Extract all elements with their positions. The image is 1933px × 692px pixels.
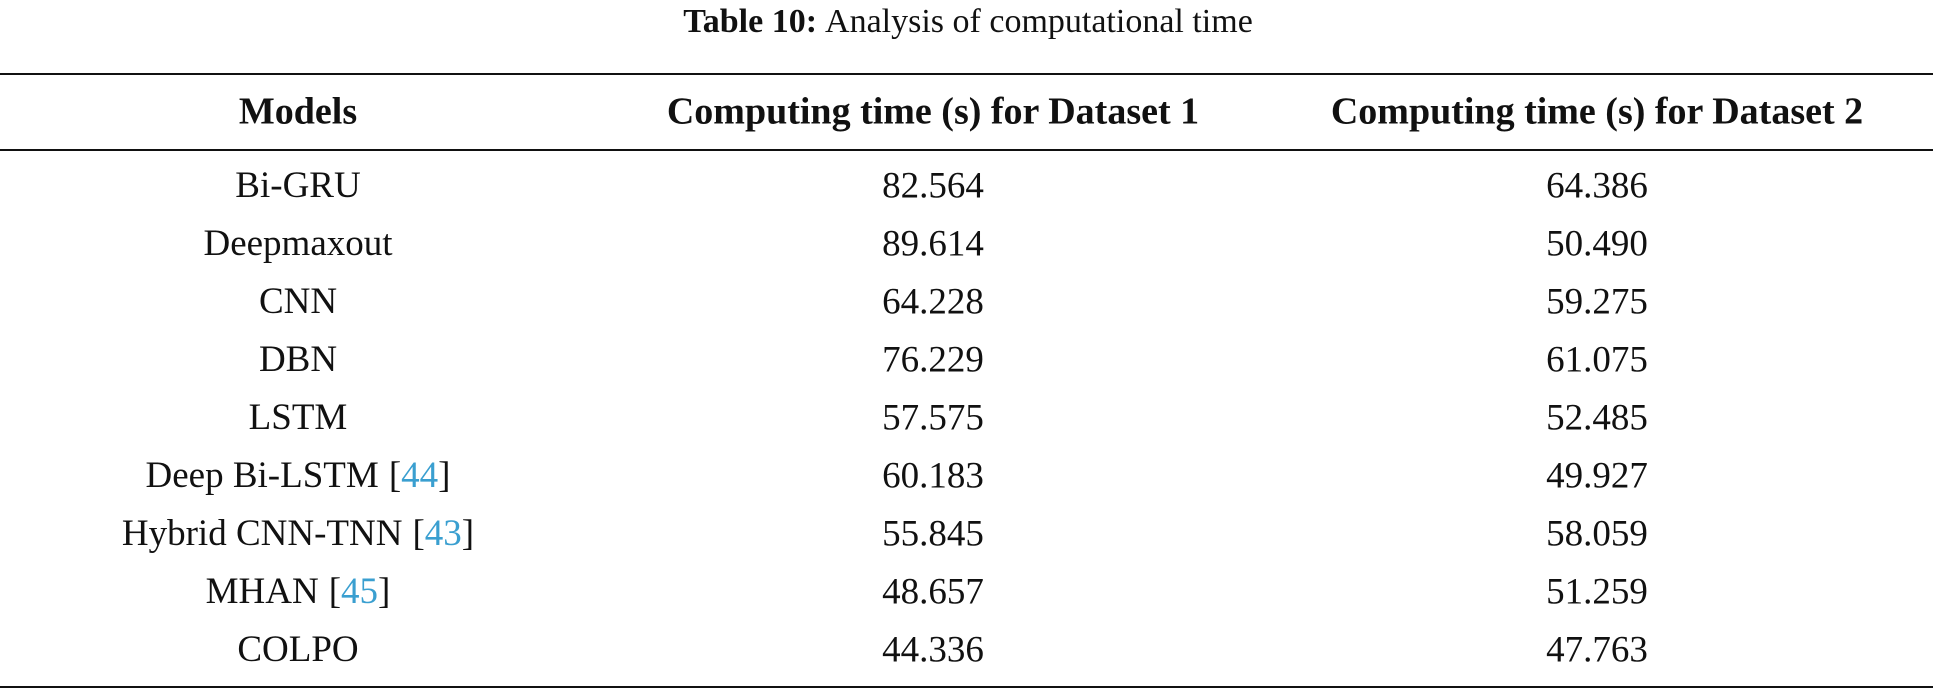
citation-bracket: [ — [329, 571, 341, 612]
citation-bracket: ] — [462, 513, 474, 554]
dataset1-cell: 44.336 — [882, 629, 984, 670]
model-name: Hybrid CNN-TNN — [122, 513, 403, 554]
dataset1-cell: 48.657 — [882, 571, 984, 612]
dataset1-cell: 89.614 — [882, 223, 984, 264]
model-cell: Deepmaxout — [203, 223, 393, 264]
model-cell: Deep Bi-LSTM [44] — [146, 455, 451, 496]
column-header: Computing time (s) for Dataset 2 — [1331, 91, 1863, 133]
dataset2-cell: 52.485 — [1546, 397, 1648, 438]
model-name: DBN — [259, 339, 337, 380]
citation-bracket: [ — [412, 513, 424, 554]
citation-number: 44 — [401, 455, 438, 496]
model-name: Deepmaxout — [203, 223, 393, 264]
dataset1-cell: 76.229 — [882, 339, 984, 380]
dataset2-cell: 61.075 — [1546, 339, 1648, 380]
dataset2-cell: 50.490 — [1546, 223, 1648, 264]
dataset2-cell: 49.927 — [1546, 455, 1648, 496]
caption-text: Analysis of computational time — [825, 3, 1253, 40]
model-name: Bi-GRU — [235, 165, 360, 206]
dataset2-cell: 59.275 — [1546, 281, 1648, 322]
dataset2-cell: 47.763 — [1546, 629, 1648, 670]
model-cell: Hybrid CNN-TNN [43] — [122, 513, 474, 554]
dataset1-cell: 64.228 — [882, 281, 984, 322]
model-name: MHAN — [206, 571, 319, 612]
citation-bracket: ] — [378, 571, 390, 612]
model-name: LSTM — [249, 397, 348, 438]
model-cell: DBN — [259, 339, 337, 380]
model-name: CNN — [259, 281, 337, 322]
citation-number: 45 — [341, 571, 378, 612]
model-cell: LSTM — [249, 397, 348, 438]
dataset1-cell: 60.183 — [882, 455, 984, 496]
dataset1-cell: 55.845 — [882, 513, 984, 554]
model-cell: Bi-GRU — [235, 165, 360, 206]
column-header: Models — [239, 91, 357, 133]
model-cell: MHAN [45] — [206, 571, 391, 612]
model-name: COLPO — [237, 629, 358, 670]
table-caption: Table 10: Analysis of computational time — [683, 3, 1253, 40]
dataset2-cell: 51.259 — [1546, 571, 1648, 612]
model-name: Deep Bi-LSTM — [146, 455, 379, 496]
citation-number: 43 — [425, 513, 462, 554]
caption-label: Table 10: — [683, 3, 817, 40]
dataset2-cell: 58.059 — [1546, 513, 1648, 554]
model-cell: CNN — [259, 281, 337, 322]
column-header: Computing time (s) for Dataset 1 — [667, 91, 1199, 133]
model-cell: COLPO — [237, 629, 358, 670]
citation-bracket: [ — [389, 455, 401, 496]
citation-bracket: ] — [438, 455, 450, 496]
dataset1-cell: 82.564 — [882, 165, 984, 206]
dataset2-cell: 64.386 — [1546, 165, 1648, 206]
dataset1-cell: 57.575 — [882, 397, 984, 438]
